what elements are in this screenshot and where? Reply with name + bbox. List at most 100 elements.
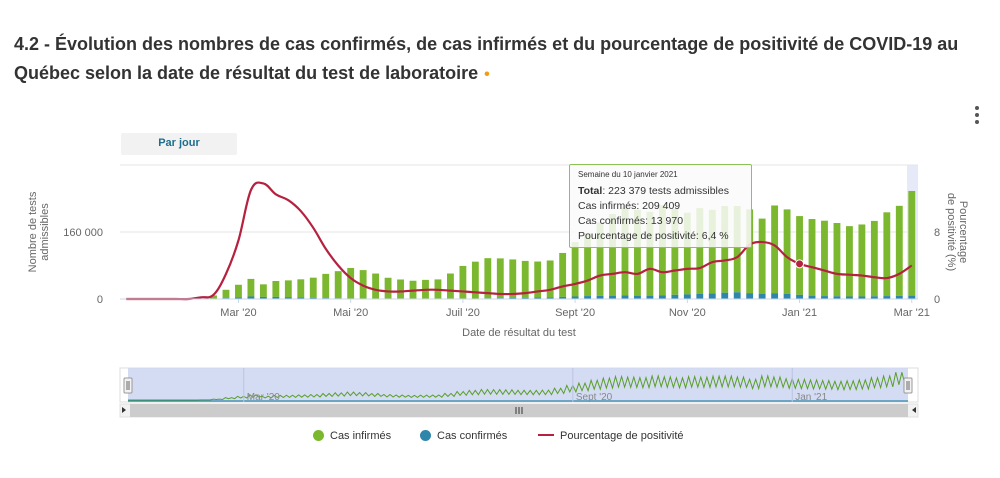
bar-infirmes	[671, 208, 679, 295]
bar-infirmes	[808, 219, 816, 296]
scroll-left-arrow-icon[interactable]	[122, 407, 126, 413]
tooltip-positivite: Pourcentage de positivité: 6,4 %	[578, 230, 729, 242]
navigator-label: Jan '21	[795, 392, 827, 403]
bar-confirmes	[272, 296, 280, 299]
x-tick-label: Mar '20	[220, 307, 256, 319]
tooltip-confirmes: Cas confirmés: 13 970	[578, 215, 684, 227]
bar-confirmes	[571, 296, 579, 299]
y2-tick-label: 8	[934, 227, 940, 239]
bar-confirmes	[758, 293, 766, 299]
navigator-label: Mar '20	[247, 392, 280, 403]
bar-infirmes	[609, 213, 616, 296]
bar-infirmes	[621, 207, 629, 296]
bar-confirmes	[259, 296, 267, 299]
legend-item-infirmes[interactable]: Cas infirmés	[313, 430, 391, 442]
bar-infirmes	[908, 190, 916, 296]
bar-infirmes	[347, 267, 355, 299]
bar-infirmes	[634, 209, 641, 296]
navigator-right-handle[interactable]	[903, 377, 913, 394]
bar-infirmes	[259, 284, 267, 297]
bar-infirmes	[384, 277, 392, 299]
bar-infirmes	[521, 260, 529, 298]
x-tick-label: Mar '21	[894, 307, 930, 319]
bar-confirmes	[858, 296, 866, 299]
bar-confirmes	[771, 293, 779, 299]
bar-infirmes	[446, 273, 454, 299]
bar-confirmes	[870, 296, 878, 299]
bar-infirmes	[284, 280, 292, 298]
bar-confirmes	[559, 296, 567, 299]
bar-infirmes	[858, 224, 866, 297]
x-tick-label: Nov '20	[669, 307, 706, 319]
navigator-left-handle[interactable]	[123, 377, 133, 394]
legend-infirmes-marker	[313, 430, 324, 441]
bar-infirmes	[247, 278, 255, 297]
bar-infirmes	[534, 261, 542, 298]
tooltip-infirmes: Cas infirmés: 209 409	[578, 200, 681, 212]
y2-axis-title: Pourcentagede positivité (%)	[945, 193, 969, 271]
bar-confirmes	[646, 295, 654, 299]
bar-infirmes	[297, 279, 305, 298]
bar-infirmes	[222, 289, 230, 299]
navigator-series	[128, 372, 906, 401]
bar-confirmes	[247, 296, 255, 299]
bar-infirmes	[272, 280, 280, 297]
legend-item-confirmes[interactable]: Cas confirmés	[420, 430, 507, 442]
navigator-label: Sept '20	[576, 392, 613, 403]
bar-infirmes	[334, 271, 342, 299]
bar-infirmes	[322, 273, 330, 299]
bar-infirmes	[496, 258, 504, 299]
bar-infirmes	[883, 212, 891, 297]
x-tick-label: Mai '20	[333, 307, 368, 319]
bar-infirmes	[584, 233, 592, 297]
bar-infirmes	[210, 295, 217, 299]
x-tick-label: Jan '21	[782, 307, 817, 319]
bar-confirmes	[297, 297, 305, 299]
bar-infirmes	[833, 222, 841, 297]
bar-infirmes	[895, 205, 903, 296]
scroll-right-arrow-icon[interactable]	[912, 407, 916, 413]
bar-infirmes	[708, 209, 716, 294]
bar-confirmes	[833, 296, 841, 299]
bar-confirmes	[908, 295, 916, 299]
bar-confirmes	[883, 296, 891, 299]
legend-confirmes-marker	[420, 430, 431, 441]
bar-confirmes	[796, 294, 803, 299]
bar-infirmes	[309, 277, 317, 298]
y-tick-label: 160 000	[63, 227, 103, 239]
tooltip-total-value: : 223 379 tests admissibles	[602, 185, 729, 197]
bar-infirmes	[596, 222, 604, 296]
legend-confirmes-label: Cas confirmés	[437, 430, 508, 442]
chart-title-text: 4.2 - Évolution des nombres de cas confi…	[14, 34, 959, 83]
bar-confirmes	[708, 293, 716, 299]
bar-infirmes	[746, 209, 754, 294]
bar-confirmes	[634, 295, 641, 299]
bar-confirmes	[683, 294, 691, 299]
bar-infirmes	[459, 265, 467, 299]
tooltip-total-label: Total	[578, 185, 603, 197]
bar-confirmes	[746, 293, 754, 299]
bar-confirmes	[621, 295, 629, 299]
y-axis-title: Nombre de testsadmissibles	[27, 191, 51, 272]
bar-confirmes	[309, 297, 317, 299]
bar-infirmes	[733, 206, 741, 293]
legend-item-positivite[interactable]: Pourcentage de positivité	[538, 430, 684, 442]
per-day-button[interactable]: Par jour	[121, 133, 237, 155]
title-dot: •	[484, 66, 490, 83]
bar-confirmes	[671, 294, 679, 299]
bar-confirmes	[895, 295, 903, 299]
y-tick-label: 0	[97, 294, 103, 306]
bar-infirmes	[683, 212, 691, 295]
context-menu-icon[interactable]	[970, 106, 984, 128]
bar-infirmes	[771, 205, 779, 294]
y2-tick-label: 0	[934, 294, 940, 306]
legend: Cas infirmés Cas confirmés Pourcentage d…	[0, 430, 1000, 450]
bar-confirmes	[546, 297, 554, 299]
tooltip: Semaine du 10 janvier 2021 Total: 223 37…	[569, 164, 752, 248]
bar-infirmes	[359, 270, 367, 299]
bar-infirmes	[796, 216, 803, 295]
positivity-line	[126, 181, 913, 301]
bar-infirmes	[546, 260, 554, 298]
bar-infirmes	[646, 211, 654, 296]
